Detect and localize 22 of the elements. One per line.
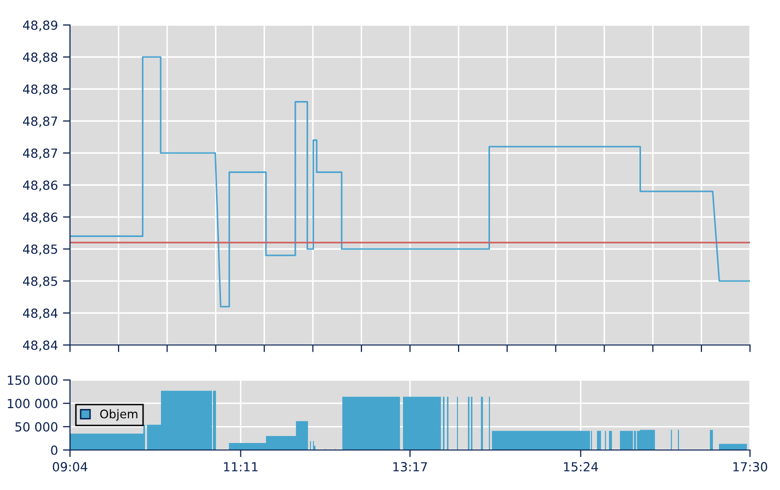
- legend-label: Objem: [100, 409, 138, 421]
- x-tick-label: 13:17: [393, 462, 427, 472]
- x-tick-label: 09:04: [52, 462, 88, 472]
- y-tick-label: 48,85: [23, 244, 58, 256]
- y-tick-label: 48,88: [23, 52, 58, 64]
- x-tick-label: 17:30: [733, 462, 768, 472]
- y-tick-label: 50 000: [15, 422, 58, 432]
- y-tick-label: 48,84: [23, 308, 58, 320]
- y-tick-label: 48,85: [23, 276, 58, 288]
- y-tick-label: 48,87: [23, 148, 58, 160]
- y-tick-label: 48,88: [23, 84, 58, 96]
- y-tick-label: 48,87: [23, 116, 58, 128]
- y-tick-label: 150 000: [8, 375, 58, 385]
- y-tick-label: 48,84: [23, 340, 58, 352]
- x-tick-label: 11:11: [224, 462, 258, 472]
- x-tick-label: 15:24: [564, 462, 598, 472]
- y-tick-label: 0: [51, 445, 58, 455]
- y-tick-label: 48,86: [23, 212, 58, 224]
- y-tick-label: 48,86: [23, 180, 58, 192]
- line-series: [70, 56, 750, 308]
- y-tick-label: 48,89: [23, 20, 58, 32]
- y-tick-label: 100 000: [8, 398, 58, 408]
